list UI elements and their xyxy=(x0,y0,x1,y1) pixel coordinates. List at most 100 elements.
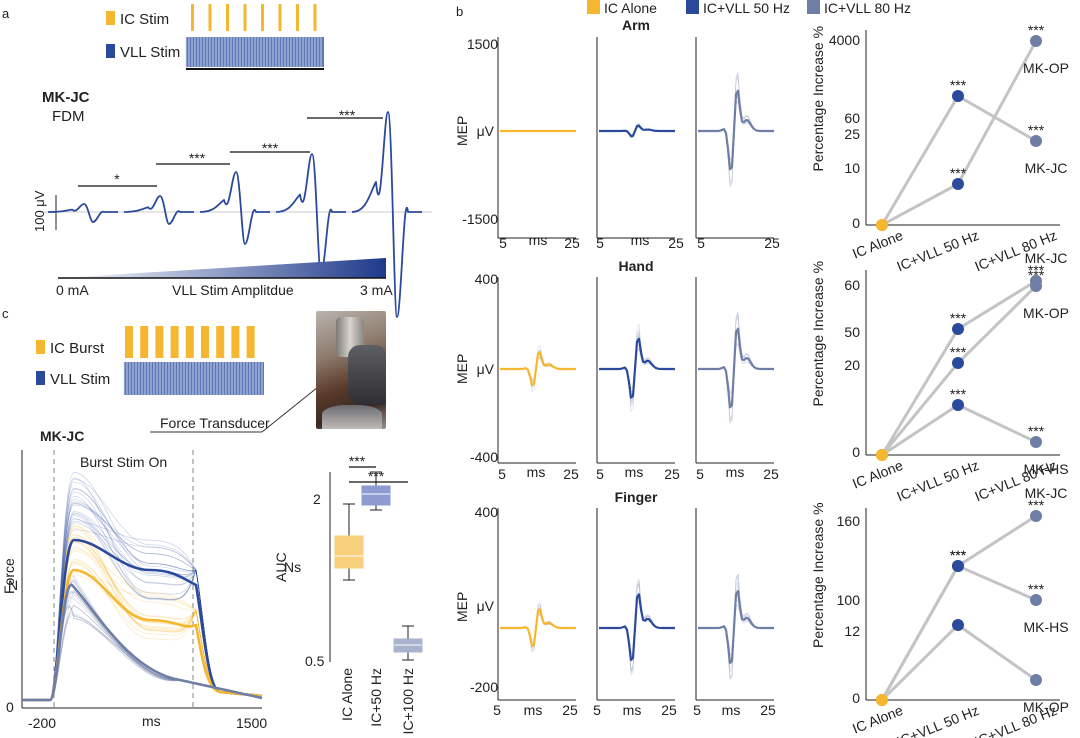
x-tick: 25 xyxy=(668,235,684,251)
x-tick: 25 xyxy=(764,235,780,251)
mep-waveform-a xyxy=(123,195,194,225)
box-ic-alone-box xyxy=(334,535,364,569)
pct-series-name: MK-JC xyxy=(1025,485,1068,501)
pct-point xyxy=(952,560,964,572)
mep-mean-0-1 xyxy=(599,124,675,138)
mep-trial xyxy=(698,312,774,423)
x-tick: 5 xyxy=(499,235,507,251)
vll-stim-c-label: VLL Stim xyxy=(50,371,110,388)
pct-point xyxy=(952,90,964,102)
pct-point xyxy=(952,399,964,411)
pct-x-tick: IC+VLL 50 Hz xyxy=(894,457,981,504)
legend-vll50-swatch xyxy=(686,0,699,14)
force-unit-label: N xyxy=(8,577,18,593)
force-trial-vll xyxy=(22,481,263,701)
pct-sig: *** xyxy=(1028,22,1045,38)
x-tick: 25 xyxy=(564,235,580,251)
muscle-label: FDM xyxy=(52,108,85,125)
row-title-hand: Hand xyxy=(619,258,654,274)
ic-burst-pulse xyxy=(201,326,209,358)
auc-cat-ic50: IC+50 Hz xyxy=(368,668,384,727)
pct-y-tick: 50 xyxy=(844,324,860,340)
hand-y-top: 400 xyxy=(475,271,499,287)
mep-mean-0-2 xyxy=(698,89,774,171)
pct-series-name: MK-OP xyxy=(1023,699,1069,715)
ic-burst-pulse xyxy=(185,326,194,358)
subject-label: MK-JC xyxy=(42,89,90,106)
panel-c-letter: c xyxy=(2,306,9,321)
pct-series-name: MK-OP xyxy=(1023,305,1069,321)
mep-trial xyxy=(698,75,774,184)
pct-y-tick: 0 xyxy=(852,444,860,460)
pct-sig: *** xyxy=(950,547,967,563)
mep-waveform-a xyxy=(199,171,270,245)
pct-series-line xyxy=(880,93,1037,226)
force-mean-vll50 xyxy=(22,538,263,702)
hand-mep-label: MEP xyxy=(454,354,470,384)
force-zero-label: 0 xyxy=(6,699,14,715)
sig-star-1: * xyxy=(114,171,120,187)
pct-series-name: MK-JC xyxy=(1025,160,1068,176)
panel-b-letter: b xyxy=(456,4,463,19)
force-trial-vll xyxy=(22,471,263,701)
pct-point xyxy=(952,619,964,631)
vll-stim-label: VLL Stim xyxy=(120,44,180,61)
mep-mean-1-0 xyxy=(500,351,576,387)
sig-star-3: *** xyxy=(262,140,279,156)
pct-y-tick: 12 xyxy=(844,623,860,639)
pct-point xyxy=(1030,280,1042,292)
force-transducer-label: Force Transducer xyxy=(160,415,270,431)
mep-mean-2-0 xyxy=(500,608,576,647)
x-tick: 25 xyxy=(760,702,776,718)
sig-star-2: *** xyxy=(189,150,206,166)
pct-point xyxy=(1030,510,1042,522)
force-trial-vll xyxy=(22,478,263,701)
hand-y-bot: -400 xyxy=(470,449,498,465)
pct-point xyxy=(876,449,888,461)
vll-stim-c-legend-swatch xyxy=(36,371,45,385)
mep-waveform-a xyxy=(351,111,422,318)
pct-y-tick: 60 xyxy=(844,277,860,293)
force-trial-vll xyxy=(22,477,263,701)
auc-cat-ic-alone: IC Alone xyxy=(339,668,355,721)
mep-trial xyxy=(698,71,774,188)
ic-burst-label: IC Burst xyxy=(50,340,105,357)
force-transducer-photo xyxy=(316,311,386,429)
pct-series-line xyxy=(881,403,1037,457)
pct-y-tick: 25 xyxy=(844,126,860,142)
pct-series-name: MK-OP xyxy=(1023,60,1069,76)
force-trial-vll xyxy=(22,502,263,701)
finger-y-mid: μV xyxy=(477,598,495,614)
x-tick: ms xyxy=(524,702,543,718)
burst-on-label: Burst Stim On xyxy=(80,454,167,470)
force-x-unit: ms xyxy=(142,713,161,729)
pct-point xyxy=(952,178,964,190)
ic-pulse-a xyxy=(278,4,282,31)
pct-series-name: MK-JC xyxy=(1025,250,1068,266)
pct-point xyxy=(1030,674,1042,686)
hand-y-mid: μV xyxy=(477,361,495,377)
pct-x-tick: IC Alone xyxy=(850,227,905,262)
pct-point xyxy=(876,219,888,231)
finger-mep-label: MEP xyxy=(454,592,470,622)
pct-series-name: MK-HS xyxy=(1023,461,1068,477)
pct-point xyxy=(1030,35,1042,47)
legend-vll50: IC+VLL 50 Hz xyxy=(703,0,790,16)
auc-sig-1: *** xyxy=(368,468,385,484)
pct-y-tick: 4000 xyxy=(829,32,860,48)
pct-y-label: Percentage Increase % xyxy=(810,26,826,172)
force-trial-vll xyxy=(22,501,263,701)
mep-mean-2-1 xyxy=(599,593,675,661)
pct-series-line xyxy=(880,623,1037,702)
force-axis-label: Force xyxy=(1,558,17,594)
pct-point xyxy=(1030,135,1042,147)
subject-c-label: MK-JC xyxy=(40,428,84,444)
x-tick: 25 xyxy=(763,466,779,482)
pct-series-name: MK-HS xyxy=(1023,619,1068,635)
pct-point xyxy=(952,357,964,369)
ic-burst-legend-swatch xyxy=(36,340,45,354)
ic-burst-pulse xyxy=(140,326,149,358)
force-trial-vll xyxy=(22,488,263,701)
x-tick: 5 xyxy=(596,466,604,482)
